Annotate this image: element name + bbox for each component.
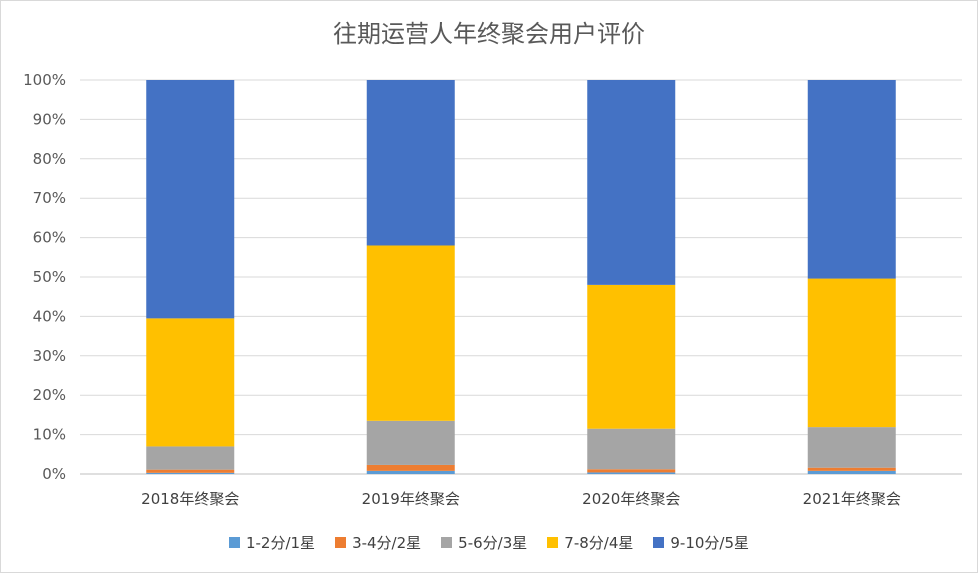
- bar-segment: [807, 80, 896, 279]
- bar-segment: [807, 427, 896, 468]
- legend-swatch: [547, 537, 559, 548]
- legend-swatch: [653, 537, 665, 548]
- bar-segment: [366, 80, 455, 246]
- bar-segment: [146, 80, 235, 319]
- bar-segment: [807, 470, 896, 474]
- legend-label: 9-10分/5星: [670, 534, 750, 552]
- bar-segment: [587, 469, 676, 473]
- legend-swatch: [335, 537, 347, 548]
- y-tick-label: 40%: [33, 307, 66, 325]
- y-tick-label: 10%: [33, 426, 66, 444]
- legend-item: 3-4分/2星: [335, 532, 421, 553]
- y-tick-label: 90%: [33, 110, 66, 128]
- legend-label: 7-8分/4星: [564, 534, 634, 552]
- bar-segment: [366, 470, 455, 474]
- bar-segment: [366, 420, 455, 465]
- bar-segment: [807, 467, 896, 471]
- x-tick-label: 2018年终聚会: [141, 490, 239, 508]
- y-tick-label: 60%: [33, 229, 66, 247]
- chart-title: 往期运营人年终聚会用户评价: [333, 20, 645, 48]
- bar-segment: [587, 428, 676, 470]
- x-tick-label: 2021年终聚会: [803, 490, 901, 508]
- legend-item: 1-2分/1星: [228, 532, 316, 553]
- x-tick-label: 2020年终聚会: [582, 490, 680, 508]
- y-tick-label: 20%: [33, 386, 66, 404]
- y-tick-label: 80%: [33, 150, 66, 168]
- legend-label: 1-2分/1星: [245, 534, 316, 552]
- bar-segment: [146, 472, 235, 474]
- y-tick-label: 70%: [33, 189, 66, 207]
- legend-swatch: [228, 537, 240, 548]
- x-tick-label: 2019年终聚会: [362, 490, 460, 508]
- legend-swatch: [441, 537, 453, 548]
- bar-segment: [146, 318, 235, 447]
- bar-segment: [807, 278, 896, 428]
- bar-segment: [366, 464, 455, 471]
- y-tick-label: 50%: [33, 268, 66, 286]
- y-tick-label: 0%: [42, 465, 66, 483]
- bar-segment: [587, 284, 676, 429]
- chart-legend: 1-2分/1星 3-4分/2星 5-6分/3星 7-8分/4星 9-10分/5星: [0, 532, 978, 553]
- y-tick-label: 100%: [23, 71, 66, 89]
- bar-segment: [366, 245, 455, 421]
- bar-segment: [587, 80, 676, 285]
- y-tick-label: 30%: [33, 347, 66, 365]
- bar-segment: [146, 469, 235, 473]
- legend-item: 9-10分/5星: [653, 532, 749, 553]
- bar-segment: [146, 446, 235, 470]
- legend-item: 7-8分/4星: [547, 532, 633, 553]
- legend-label: 5-6分/3星: [458, 534, 528, 552]
- legend-item: 5-6分/3星: [441, 532, 527, 553]
- legend-label: 3-4分/2星: [352, 534, 422, 552]
- bar-segment: [587, 472, 676, 474]
